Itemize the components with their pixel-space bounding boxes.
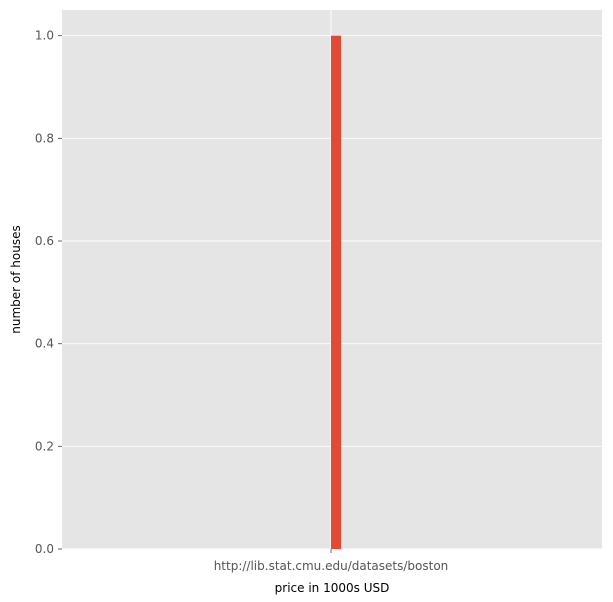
y-tick-label: 0.6 — [35, 234, 54, 248]
bar — [331, 35, 341, 549]
y-axis-ticks: 0.0 0.2 0.4 0.6 0.8 1.0 — [35, 29, 62, 556]
y-tick-label: 0.0 — [35, 542, 54, 556]
y-tick-label: 0.8 — [35, 131, 54, 145]
bars — [331, 35, 341, 549]
x-axis-ticks: http://lib.stat.cmu.edu/datasets/boston — [214, 549, 449, 573]
y-axis-label: number of houses — [9, 225, 23, 333]
y-tick-label: 0.4 — [35, 337, 54, 351]
y-tick-label: 0.2 — [35, 439, 54, 453]
x-axis-label: price in 1000s USD — [275, 581, 390, 595]
x-tick-label: http://lib.stat.cmu.edu/datasets/boston — [214, 559, 449, 573]
y-tick-label: 1.0 — [35, 29, 54, 43]
